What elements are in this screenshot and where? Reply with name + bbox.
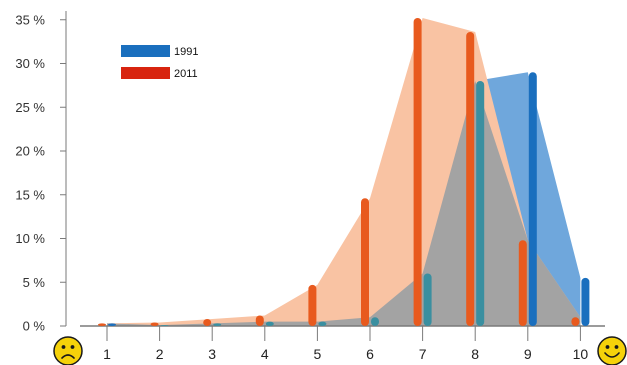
bar-2011-6 (361, 198, 369, 326)
bar-1991-5 (318, 321, 327, 326)
y-tick-label: 5 % (23, 275, 46, 290)
y-tick-label: 25 % (15, 100, 45, 115)
legend: 1991 2011 (121, 45, 198, 80)
y-tick-label: 30 % (15, 56, 45, 71)
area-overlap (107, 81, 581, 326)
y-tick-label: 15 % (15, 187, 45, 202)
y-tick-label: 20 % (15, 144, 45, 159)
bar-2011-8 (466, 32, 475, 326)
bar-1991-1 (108, 323, 116, 326)
bar-2011-10 (571, 317, 580, 326)
bar-layer (98, 18, 590, 326)
x-tick-label: 2 (156, 346, 164, 362)
bar-1991-8 (476, 81, 485, 326)
bar-1991-2 (160, 325, 169, 326)
x-tick-label: 1 (103, 346, 111, 362)
x-tick-label: 6 (366, 346, 374, 362)
y-tick-label: 35 % (15, 12, 45, 27)
tick-layer: 0 % 5 % 10 % 15 % 20 % 25 % 30 % 35 % 1 2 3 4 5 6 7 8 9 1… (15, 12, 588, 362)
legend-swatch-2011 (121, 67, 170, 79)
x-tick-label: 7 (419, 346, 427, 362)
bar-2011-9 (518, 240, 527, 326)
x-tick-label: 3 (208, 346, 216, 362)
bar-1991-7 (423, 273, 432, 326)
legend-label-1991: 1991 (174, 46, 198, 58)
area-layer (107, 18, 581, 326)
bar-2011-2 (150, 322, 159, 326)
bar-1991-9 (528, 72, 537, 326)
bar-2011-5 (308, 284, 317, 326)
bar-2011-4 (255, 315, 264, 326)
x-tick-label: 8 (471, 346, 479, 362)
sad-face-icon (53, 336, 83, 365)
legend-label-2011: 2011 (174, 68, 198, 80)
y-tick-label: 0 % (23, 319, 46, 334)
bar-1991-6 (371, 317, 379, 326)
y-tick-label: 10 % (15, 231, 45, 246)
happy-face-icon (597, 336, 627, 365)
bar-1991-3 (213, 323, 222, 326)
bar-2011-1 (98, 323, 106, 326)
x-tick-label: 5 (314, 346, 322, 362)
legend-swatch-1991 (121, 45, 170, 57)
bar-1991-10 (581, 277, 590, 326)
bar-2011-3 (203, 319, 212, 326)
x-tick-label: 9 (524, 346, 532, 362)
bar-1991-4 (265, 321, 274, 326)
x-tick-label: 10 (573, 346, 589, 362)
x-tick-label: 4 (261, 346, 269, 362)
bar-2011-7 (413, 18, 422, 326)
